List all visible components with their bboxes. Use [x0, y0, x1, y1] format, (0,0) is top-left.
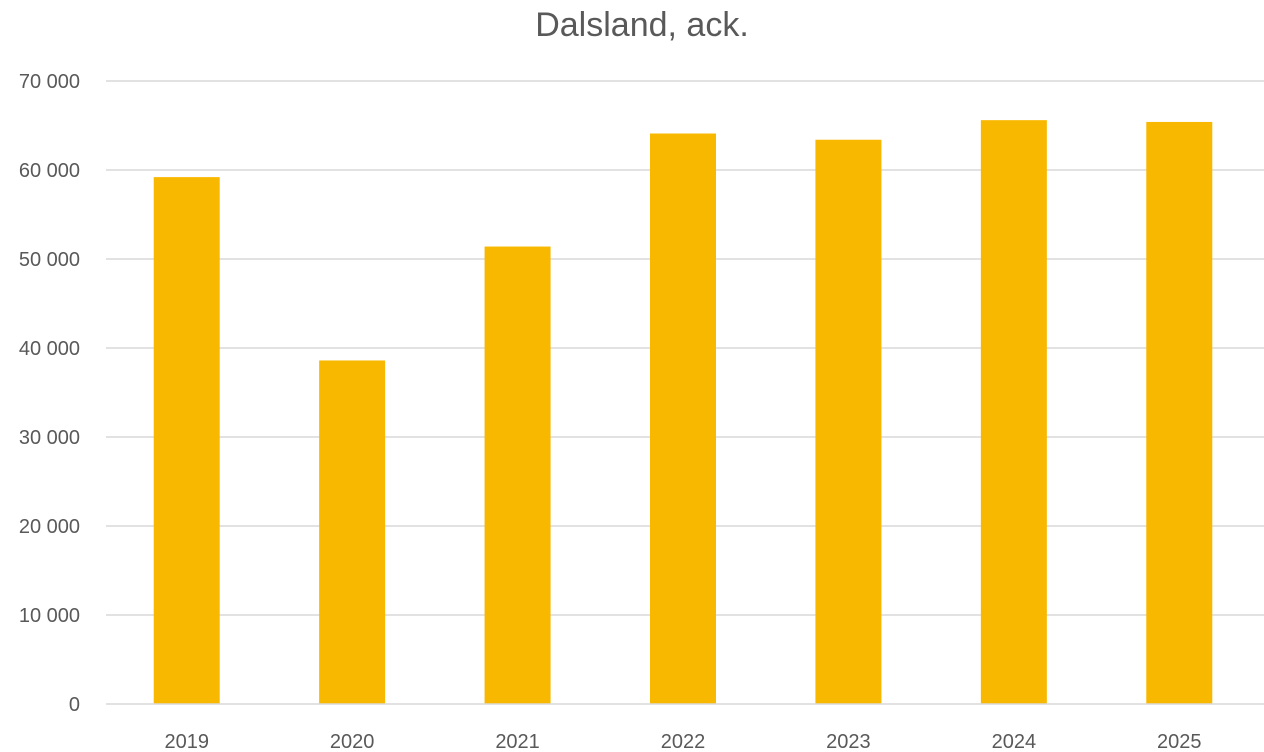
bar-2020	[319, 360, 386, 704]
bar-2024	[980, 120, 1047, 704]
x-tick-label: 2022	[661, 731, 706, 752]
bar-2025	[1146, 121, 1213, 704]
bar-2023	[815, 139, 882, 705]
x-tick-label: 2019	[164, 731, 209, 752]
y-tick-label: 0	[69, 694, 80, 716]
chart-title: Dalsland, ack.	[535, 6, 749, 44]
y-tick-label: 40 000	[19, 338, 80, 360]
x-tick-label: 2024	[992, 731, 1037, 752]
bars	[153, 120, 1213, 705]
x-axis-ticks: 2019 2020 2021 2022 2023 2024 2025	[164, 731, 1201, 752]
y-tick-label: 60 000	[19, 160, 80, 182]
x-tick-label: 2023	[826, 731, 871, 752]
x-tick-label: 2025	[1157, 731, 1202, 752]
y-tick-label: 70 000	[19, 71, 80, 93]
bar-2021	[484, 246, 551, 705]
y-tick-label: 20 000	[19, 516, 80, 538]
y-tick-label: 30 000	[19, 427, 80, 449]
bar-2019	[153, 177, 220, 704]
y-tick-label: 50 000	[19, 249, 80, 271]
x-tick-label: 2020	[330, 731, 375, 752]
y-axis-ticks: 0 10 000 20 000 30 000 40 000 50 000 60 000 70 …	[19, 71, 80, 716]
x-tick-label: 2021	[495, 731, 540, 752]
bar-2022	[650, 133, 716, 704]
y-tick-label: 10 000	[19, 605, 80, 627]
